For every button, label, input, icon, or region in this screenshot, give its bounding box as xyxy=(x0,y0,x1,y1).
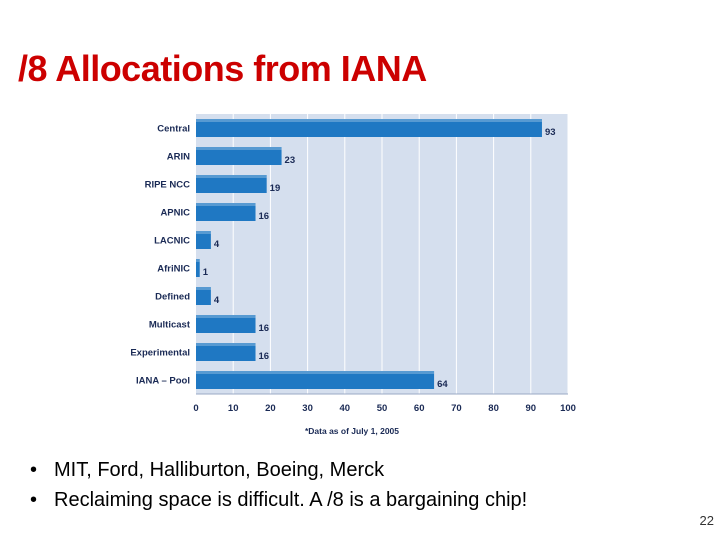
bar xyxy=(196,259,200,277)
bullet-list: • MIT, Ford, Halliburton, Boeing, Merck •… xyxy=(30,455,527,515)
value-label: 4 xyxy=(214,295,220,306)
bar xyxy=(196,287,211,305)
bar-highlight xyxy=(196,259,200,262)
category-label: LACNIC xyxy=(154,236,190,247)
bar-highlight xyxy=(196,371,435,374)
bar-highlight xyxy=(196,315,256,318)
bullet-item: • Reclaiming space is difficult. A /8 is … xyxy=(30,485,527,515)
value-label: 4 xyxy=(214,239,220,250)
value-label: 19 xyxy=(270,183,281,194)
x-tick-label: 80 xyxy=(488,403,499,414)
category-label: ARIN xyxy=(167,152,190,163)
value-label: 16 xyxy=(259,351,270,362)
category-label: Experimental xyxy=(130,348,190,359)
bar-highlight xyxy=(196,287,211,290)
bar xyxy=(196,147,282,165)
x-tick-label: 60 xyxy=(414,403,425,414)
bar-chart: Central 93 ARIN 23 RIPE NCC 19 APNIC 16 LACNIC 4 A… xyxy=(130,114,576,436)
bar-highlight xyxy=(196,343,256,346)
bar xyxy=(196,175,267,193)
bar xyxy=(196,203,256,221)
bullet-text: MIT, Ford, Halliburton, Boeing, Merck xyxy=(54,459,385,481)
slide-number: 22 xyxy=(699,513,714,528)
bar xyxy=(196,231,211,249)
category-label: Central xyxy=(157,124,190,135)
bar xyxy=(196,315,256,333)
value-label: 64 xyxy=(437,379,448,390)
value-label: 93 xyxy=(545,127,556,138)
category-label: Multicast xyxy=(149,320,191,331)
category-label: APNIC xyxy=(160,208,190,219)
x-tick-label: 100 xyxy=(560,403,576,414)
bar-highlight xyxy=(196,203,256,206)
x-tick-label: 40 xyxy=(340,403,351,414)
bullet-text: Reclaiming space is difficult. A /8 is a… xyxy=(54,489,528,511)
category-label: AfriNIC xyxy=(157,264,190,275)
bar-highlight xyxy=(196,147,282,150)
bar xyxy=(196,343,256,361)
value-label: 16 xyxy=(259,323,270,334)
x-tick-label: 90 xyxy=(526,403,537,414)
bullet-glyph: • xyxy=(30,459,38,481)
category-label: IANA – Pool xyxy=(136,376,190,387)
value-label: 16 xyxy=(259,211,270,222)
data-note: *Data as of July 1, 2005 xyxy=(305,426,399,436)
x-tick-label: 30 xyxy=(302,403,313,414)
category-label: RIPE NCC xyxy=(145,180,191,191)
bar-highlight xyxy=(196,231,211,234)
bullet-glyph: • xyxy=(30,489,38,511)
category-label: Defined xyxy=(155,292,190,303)
x-tick-label: 70 xyxy=(451,403,462,414)
x-tick-label: 0 xyxy=(193,403,198,414)
bar-highlight xyxy=(196,175,267,178)
x-tick-label: 10 xyxy=(228,403,239,414)
bullet-item: • MIT, Ford, Halliburton, Boeing, Merck xyxy=(30,455,527,485)
slide-title: /8 Allocations from IANA xyxy=(18,48,427,89)
value-label: 23 xyxy=(285,155,296,166)
bar xyxy=(196,371,435,389)
value-label: 1 xyxy=(203,267,209,278)
bar xyxy=(196,119,542,137)
x-tick-label: 50 xyxy=(377,403,388,414)
bar-highlight xyxy=(196,119,542,122)
x-tick-label: 20 xyxy=(265,403,276,414)
